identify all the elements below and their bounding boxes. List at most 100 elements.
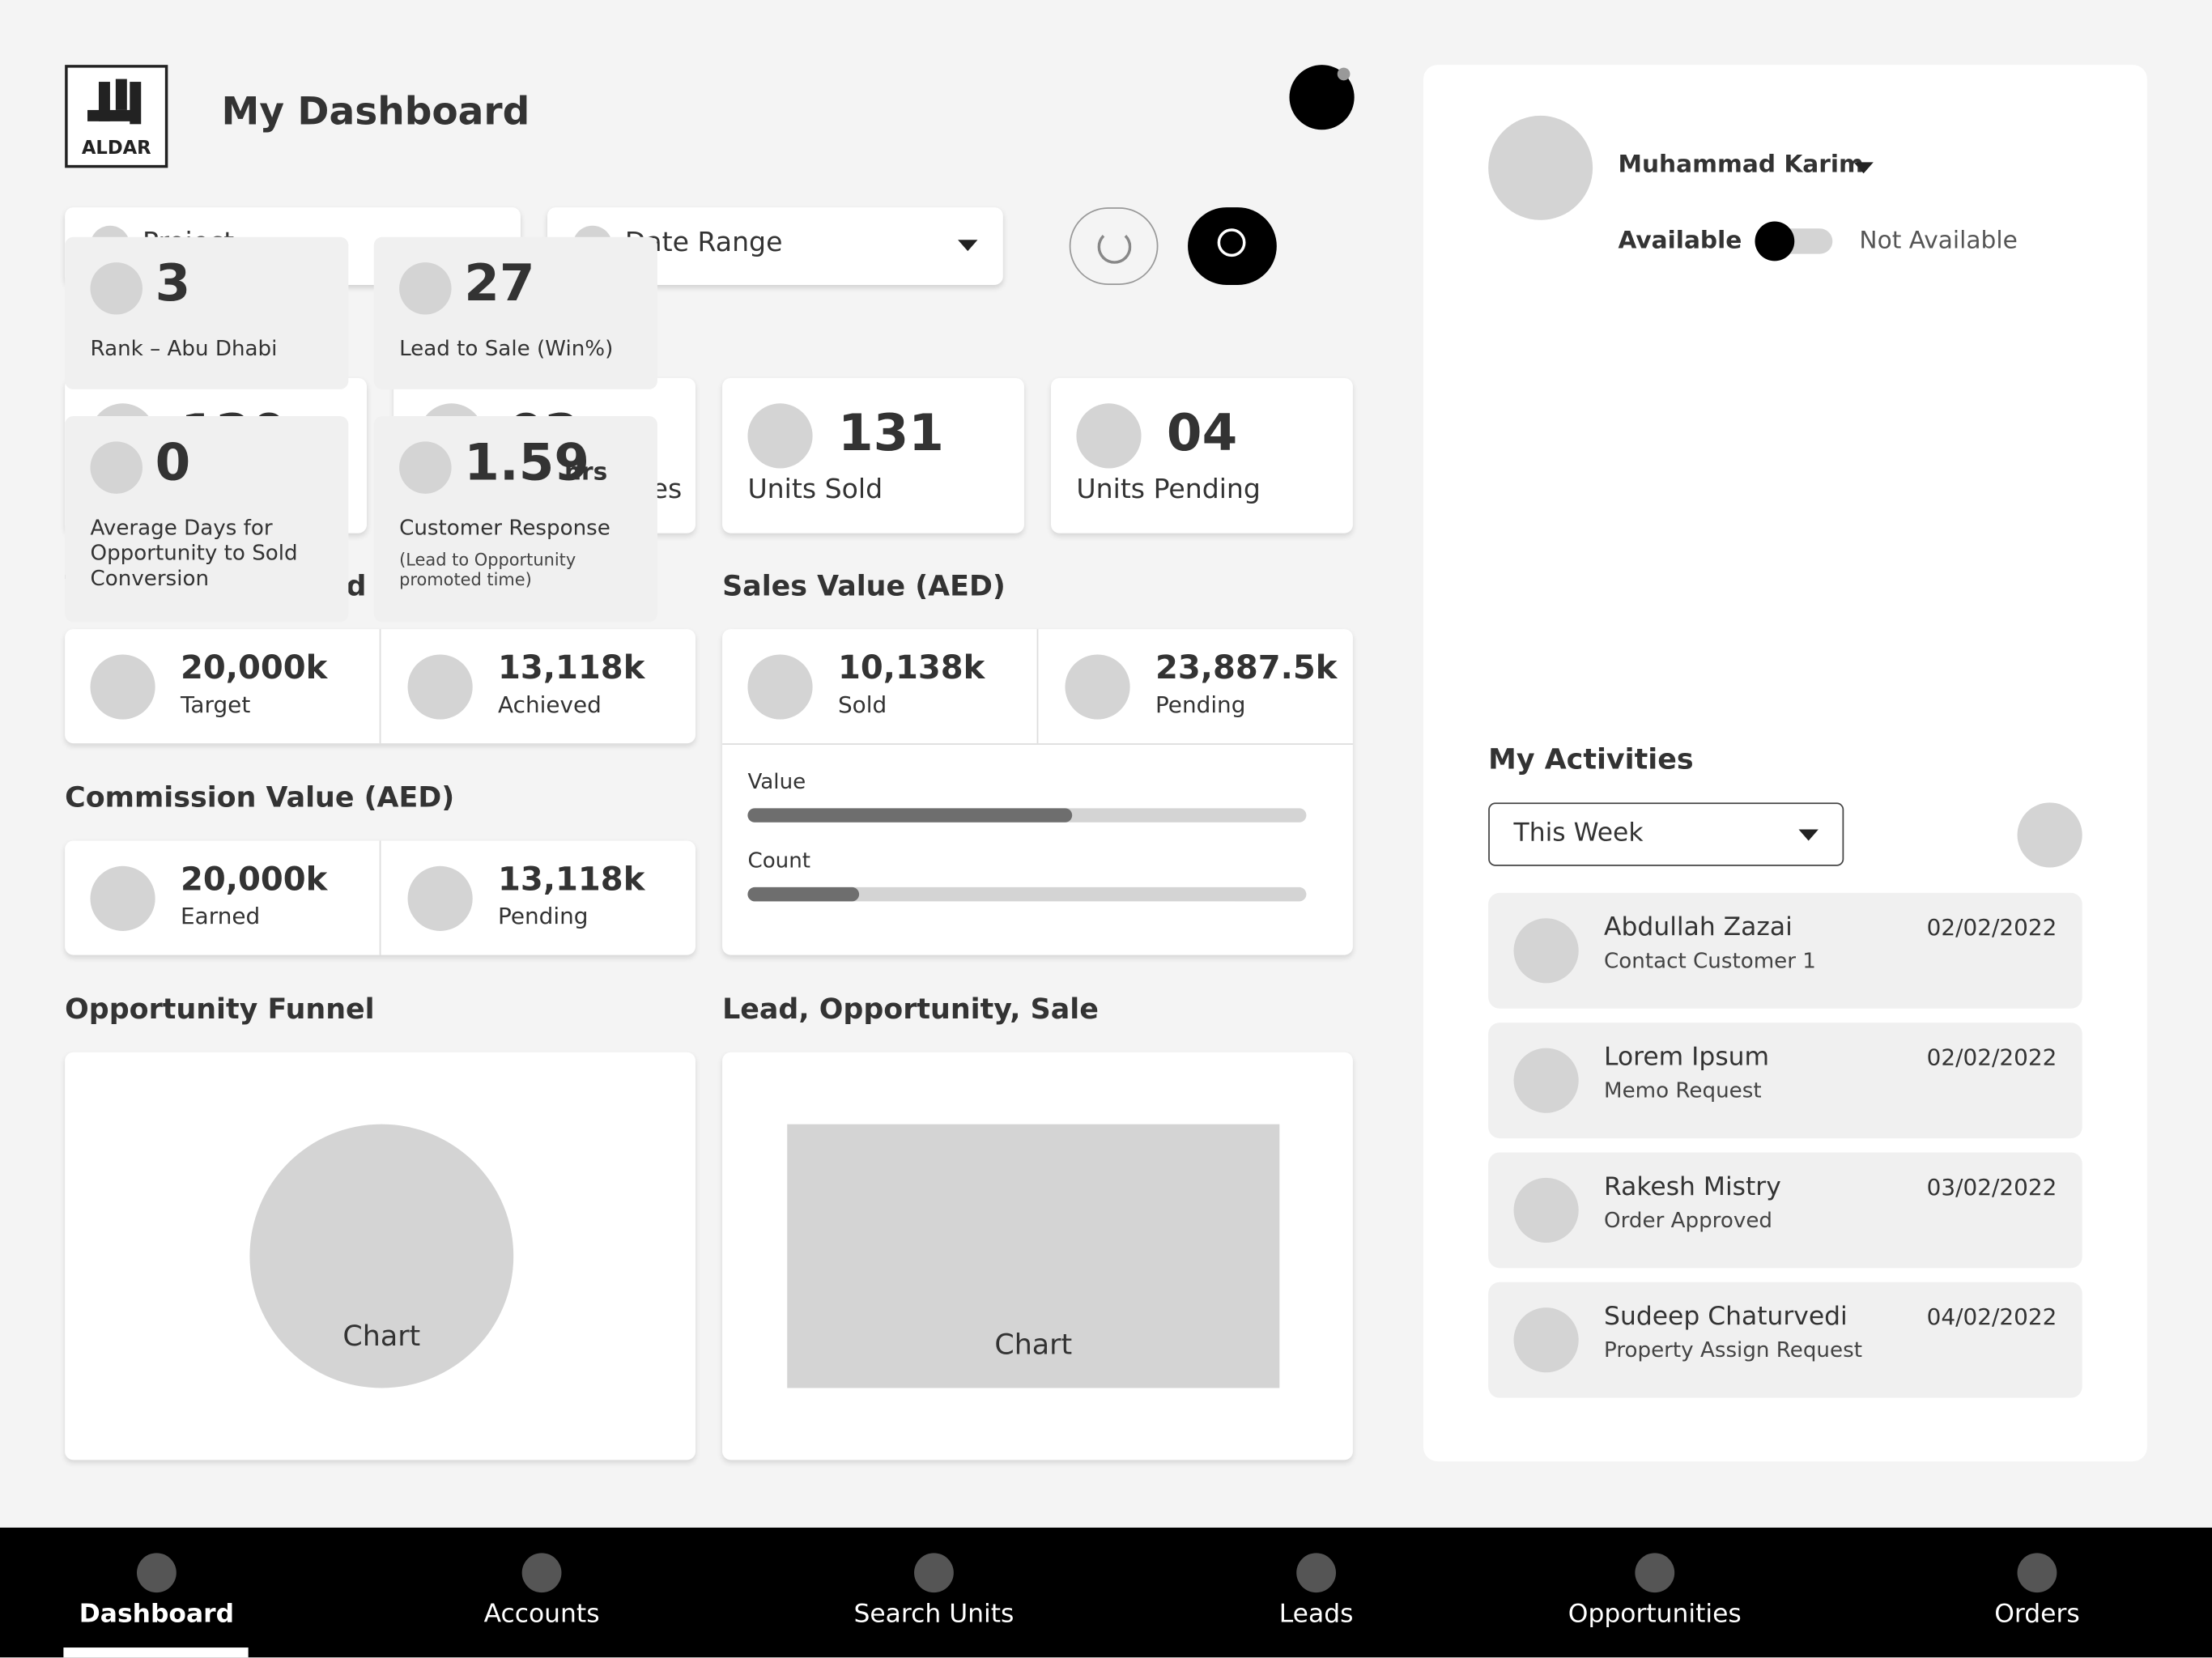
week-dropdown[interactable]: This Week	[1488, 802, 1844, 866]
icon	[90, 441, 143, 494]
refresh-icon	[1097, 230, 1132, 264]
activity-item[interactable]: Sudeep Chaturvedi Property Assign Request…	[1488, 1282, 2082, 1398]
bar-fill	[747, 808, 1072, 823]
bar-track	[747, 886, 1307, 902]
icon	[1513, 1177, 1579, 1244]
icon	[90, 262, 143, 315]
section-title: Sales Value (AED)	[722, 568, 1006, 602]
icon	[399, 441, 452, 494]
availability-toggle[interactable]	[1755, 221, 1833, 261]
value-card: 20,000k Earned 13,118k Pending	[65, 840, 696, 955]
status-label: Available	[1618, 227, 1742, 256]
card-label: Units Pending	[1076, 474, 1261, 505]
stat-value: 27	[464, 255, 535, 313]
activity-task: Property Assign Request	[1604, 1337, 1862, 1363]
nav-label: Opportunities	[1568, 1599, 1742, 1630]
logo-glyph	[87, 109, 138, 121]
stat-unit: hrs	[564, 458, 608, 487]
item-value: 20,000k	[181, 861, 328, 899]
icon	[747, 403, 813, 469]
search-icon	[1217, 228, 1246, 257]
bar-label: Count	[747, 848, 811, 874]
caret	[958, 240, 978, 252]
activity-item[interactable]: Rakesh Mistry Order Approved 03/02/2022	[1488, 1152, 2082, 1269]
bar-track	[747, 808, 1307, 823]
activity-item[interactable]: Lorem Ipsum Memo Request 02/02/2022	[1488, 1022, 2082, 1139]
search-button[interactable]	[1188, 207, 1277, 285]
stat-card: 0 Average Days for Opportunity to Sold Co…	[65, 415, 349, 623]
icon	[747, 654, 813, 720]
activity-name: Sudeep Chaturvedi	[1604, 1302, 1848, 1332]
divider	[379, 629, 381, 744]
icon	[1065, 654, 1130, 720]
nav-item[interactable]: Leads	[1203, 1528, 1429, 1657]
chart-card: Chart	[65, 1052, 696, 1460]
icon	[137, 1553, 177, 1593]
activity-name: Lorem Ipsum	[1604, 1042, 1770, 1073]
nav-label: Orders	[1994, 1599, 2080, 1630]
nav-item[interactable]: Accounts	[429, 1528, 655, 1657]
icon	[1076, 403, 1142, 469]
item-label: Achieved	[498, 691, 602, 718]
icon	[2017, 1553, 2057, 1593]
section-title: Commission Value (AED)	[65, 780, 455, 814]
chart-label: Chart	[342, 1319, 421, 1353]
stat-value: 3	[155, 255, 191, 313]
icon	[407, 654, 473, 720]
stat-note: (Lead to Opportunity promoted time)	[399, 550, 576, 590]
divider	[722, 743, 1353, 745]
nav-item[interactable]: Opportunities	[1542, 1528, 1767, 1657]
active-indicator	[63, 1647, 249, 1658]
nav-item[interactable]: Search Units	[821, 1528, 1047, 1657]
user-avatar[interactable]	[1289, 65, 1355, 130]
item-label: Sold	[837, 691, 887, 718]
icon	[399, 262, 452, 315]
item-label: Pending	[498, 903, 589, 930]
chart-placeholder: Chart	[249, 1124, 514, 1388]
bottom-nav: Dashboard Accounts Search Units Leads Opport…	[0, 1527, 2212, 1658]
nav-label: Search Units	[853, 1599, 1015, 1630]
filter-button[interactable]	[2017, 802, 2082, 868]
icon	[1488, 115, 1593, 220]
stat-card: 3 Rank – Abu Dhabi	[65, 236, 349, 389]
icon	[1513, 1307, 1579, 1373]
stat-label: Customer Response	[399, 514, 610, 541]
side-panel: Muhammad Karim Available Not Available My A…	[1423, 65, 2147, 1462]
nav-label: Accounts	[483, 1599, 600, 1630]
stat-label: Average Days for Opportunity to Sold Con…	[90, 514, 298, 592]
nav-item[interactable]: Dashboard	[44, 1528, 270, 1658]
divider	[1036, 629, 1039, 744]
item-label: Target	[181, 691, 251, 718]
dropdown-label: This Week	[1513, 818, 1644, 848]
chart-placeholder: Chart	[787, 1124, 1280, 1388]
card-label: Units Sold	[747, 474, 883, 505]
activity-task: Memo Request	[1604, 1078, 1762, 1103]
activity-item[interactable]: Abdullah Zazai Contact Customer 1 02/02/20…	[1488, 892, 2082, 1009]
item-value: 20,000k	[181, 650, 328, 687]
bar-label: Value	[747, 768, 806, 794]
activity-task: Order Approved	[1604, 1207, 1772, 1233]
stat-label: Lead to Sale (Win%)	[399, 335, 614, 362]
refresh-button[interactable]	[1069, 207, 1159, 285]
value-card: 20,000k Target 13,118k Achieved	[65, 629, 696, 744]
logo-text: ALDAR	[81, 138, 151, 159]
icon	[1755, 221, 1795, 261]
activity-task: Contact Customer 1	[1604, 947, 1816, 974]
activity-name: Abdullah Zazai	[1604, 912, 1793, 942]
item-value: 13,118k	[498, 650, 645, 687]
caret	[1798, 829, 1819, 841]
stat-label: Rank – Abu Dhabi	[90, 335, 278, 362]
overview-card: 131 Units Sold	[722, 377, 1024, 534]
icon	[521, 1553, 562, 1593]
icon	[407, 865, 473, 931]
chart-card: Chart	[722, 1052, 1353, 1460]
section-title: Lead, Opportunity, Sale	[722, 991, 1099, 1026]
bar-fill	[747, 886, 860, 902]
section-title: My Activities	[1488, 742, 1694, 776]
icon	[90, 865, 155, 931]
icon	[90, 654, 155, 720]
profile-name: Muhammad Karim	[1618, 151, 1864, 180]
nav-item[interactable]: Orders	[1925, 1528, 2150, 1657]
